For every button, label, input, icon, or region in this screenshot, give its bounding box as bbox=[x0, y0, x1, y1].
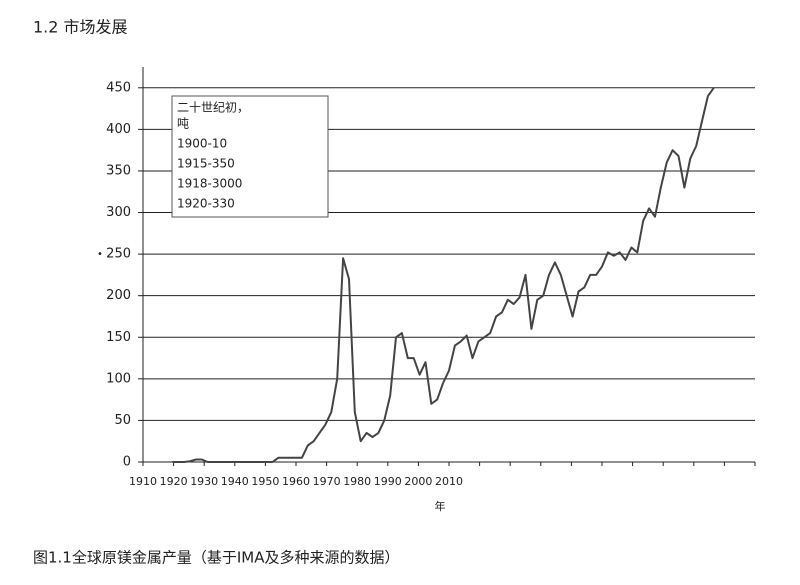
section-title: 1.2 市场发展 bbox=[33, 18, 128, 37]
y-tick-label: 0 bbox=[123, 455, 131, 470]
annotation-text: 1900-10 bbox=[177, 137, 227, 151]
x-tick-label: 2000 bbox=[404, 475, 432, 488]
annotation-text: 1918-3000 bbox=[177, 177, 242, 191]
y-tick-label: 350 bbox=[106, 163, 131, 178]
y-tick-label: 250 bbox=[106, 247, 131, 262]
x-tick-label: 1920 bbox=[160, 475, 188, 488]
x-tick-label: 1980 bbox=[343, 475, 371, 488]
annotation-text: 吨 bbox=[177, 117, 189, 131]
y-tick-label: 300 bbox=[106, 205, 131, 220]
annotation-text: 1915-350 bbox=[177, 157, 235, 171]
x-tick-label: 1950 bbox=[251, 475, 279, 488]
annotation-box bbox=[171, 95, 329, 218]
y-tick-label: 450 bbox=[106, 80, 131, 95]
x-tick-label: 1940 bbox=[221, 475, 249, 488]
data-line bbox=[172, 87, 715, 463]
x-tick-label: 1930 bbox=[190, 475, 218, 488]
y-tick-label: 150 bbox=[106, 330, 131, 345]
y-tick-label: 50 bbox=[114, 413, 131, 428]
y-tick-label: 200 bbox=[106, 288, 131, 303]
x-tick-label: 1970 bbox=[313, 475, 341, 488]
stray-dot: • bbox=[97, 249, 103, 260]
y-tick-label: 100 bbox=[106, 371, 131, 386]
annotation-text: 二十世纪初， bbox=[177, 101, 249, 115]
x-axis-label: 年 bbox=[435, 499, 446, 513]
x-tick-label: 1990 bbox=[374, 475, 402, 488]
y-tick-label: 400 bbox=[106, 122, 131, 137]
x-tick-label: 1910 bbox=[129, 475, 157, 488]
figure-caption: 图1.1全球原镁金属产量（基于IMA及多种来源的数据） bbox=[33, 549, 399, 567]
x-tick-label: 2010 bbox=[435, 475, 463, 488]
annotation-text: 1920-330 bbox=[177, 197, 235, 211]
x-tick-label: 1960 bbox=[282, 475, 310, 488]
